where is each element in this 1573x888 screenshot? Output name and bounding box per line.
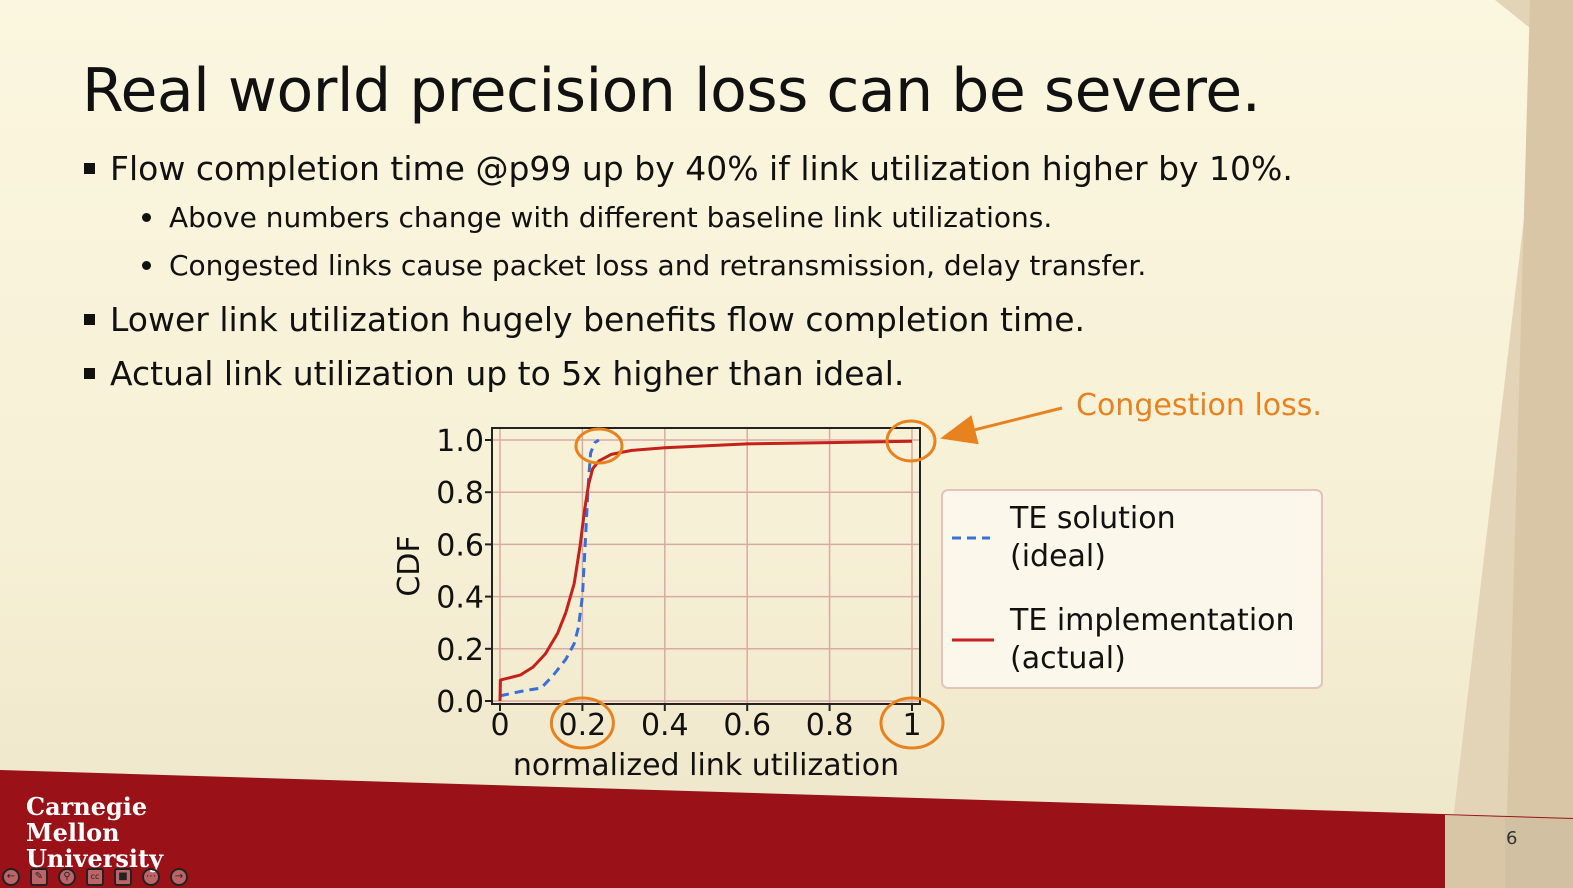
legend-label-ideal-line1: TE solution bbox=[1009, 501, 1176, 536]
slide-controls: ← ✎ ⚲ cc ■ ⋯ → bbox=[0, 866, 200, 888]
legend-label-actual-line2: (actual) bbox=[1010, 641, 1126, 676]
previous-slide-icon[interactable]: ← bbox=[2, 868, 20, 886]
chart-grid bbox=[492, 428, 920, 704]
zoom-icon[interactable]: ⚲ bbox=[58, 868, 76, 886]
bullet-marker bbox=[84, 368, 95, 379]
x-tick-label: 0.4 bbox=[641, 708, 689, 743]
x-tick-label: 0.6 bbox=[723, 708, 771, 743]
chart-series bbox=[498, 438, 913, 702]
captions-icon[interactable]: cc bbox=[86, 868, 104, 886]
x-tick-labels: 0 0.2 0.4 0.6 0.8 1 bbox=[490, 704, 922, 743]
bullet-marker bbox=[84, 314, 95, 325]
bullet-text: Actual link utilization up to 5x higher … bbox=[110, 354, 905, 393]
y-tick-label: 0.4 bbox=[436, 581, 484, 616]
bullet-3: Actual link utilization up to 5x higher … bbox=[84, 354, 905, 394]
legend-label-ideal-line2: (ideal) bbox=[1010, 539, 1106, 574]
slide-title: Real world precision loss can be severe. bbox=[82, 56, 1261, 126]
highlight-circles bbox=[549, 419, 945, 750]
next-slide-icon[interactable]: → bbox=[170, 868, 188, 886]
legend-entry-actual: TE implementation (actual) bbox=[952, 603, 1295, 676]
series-line-ideal bbox=[499, 438, 600, 698]
x-axis-label: normalized link utilization bbox=[513, 748, 899, 783]
y-tick-label: 0.6 bbox=[436, 528, 484, 563]
bullet-1: Flow completion time @p99 up by 40% if l… bbox=[84, 149, 1293, 189]
y-tick-label: 0.2 bbox=[436, 633, 484, 668]
sub-bullet-text: Above numbers change with different base… bbox=[169, 201, 1053, 234]
x-tick-label: 0.8 bbox=[806, 708, 854, 743]
x-tick-label: 0 bbox=[490, 708, 509, 743]
cmu-logo: Carnegie Mellon University bbox=[26, 794, 166, 872]
annotation-congestion-loss: Congestion loss. bbox=[1076, 388, 1322, 423]
y-tick-label: 0.8 bbox=[436, 476, 484, 511]
highlight-circle-ideal-top bbox=[574, 427, 624, 465]
more-options-icon[interactable]: ⋯ bbox=[142, 868, 160, 886]
legend-box bbox=[941, 489, 1323, 689]
page-number: 6 bbox=[1506, 828, 1518, 849]
y-axis-label: CDF bbox=[392, 535, 427, 596]
bullet-2: Lower link utilization hugely benefits f… bbox=[84, 300, 1086, 340]
sub-bullet-marker bbox=[142, 213, 151, 222]
bullet-marker bbox=[84, 163, 95, 174]
legend-entry-ideal: TE solution (ideal) bbox=[952, 501, 1176, 574]
legend-label-actual-line1: TE implementation bbox=[1009, 603, 1295, 638]
y-tick-label: 1.0 bbox=[436, 424, 484, 459]
x-tick-label: 0.2 bbox=[559, 708, 607, 743]
y-tick-labels: 0.0 0.2 0.4 0.6 0.8 1.0 bbox=[436, 424, 492, 720]
highlight-circle-actual-top bbox=[885, 419, 937, 463]
pen-icon[interactable]: ✎ bbox=[30, 868, 48, 886]
sub-bullet-text: Congested links cause packet loss and re… bbox=[169, 249, 1147, 282]
video-icon[interactable]: ■ bbox=[114, 868, 132, 886]
sub-bullet-2: Congested links cause packet loss and re… bbox=[142, 249, 1147, 283]
series-line-actual bbox=[498, 439, 913, 702]
cmu-logo-text: Carnegie Mellon University bbox=[26, 792, 164, 873]
y-tick-label: 0.0 bbox=[436, 685, 484, 720]
annotation-arrow bbox=[940, 406, 1063, 445]
bullet-text: Flow completion time @p99 up by 40% if l… bbox=[110, 149, 1293, 188]
sub-bullet-marker bbox=[142, 261, 151, 270]
plot-frame bbox=[491, 427, 921, 705]
bullet-text: Lower link utilization hugely benefits f… bbox=[110, 300, 1086, 339]
x-tick-label: 1 bbox=[902, 708, 921, 743]
sub-bullet-1: Above numbers change with different base… bbox=[142, 201, 1053, 235]
highlight-circle-x-tick-1 bbox=[879, 696, 945, 750]
highlight-circle-x-tick-0 bbox=[549, 696, 615, 750]
